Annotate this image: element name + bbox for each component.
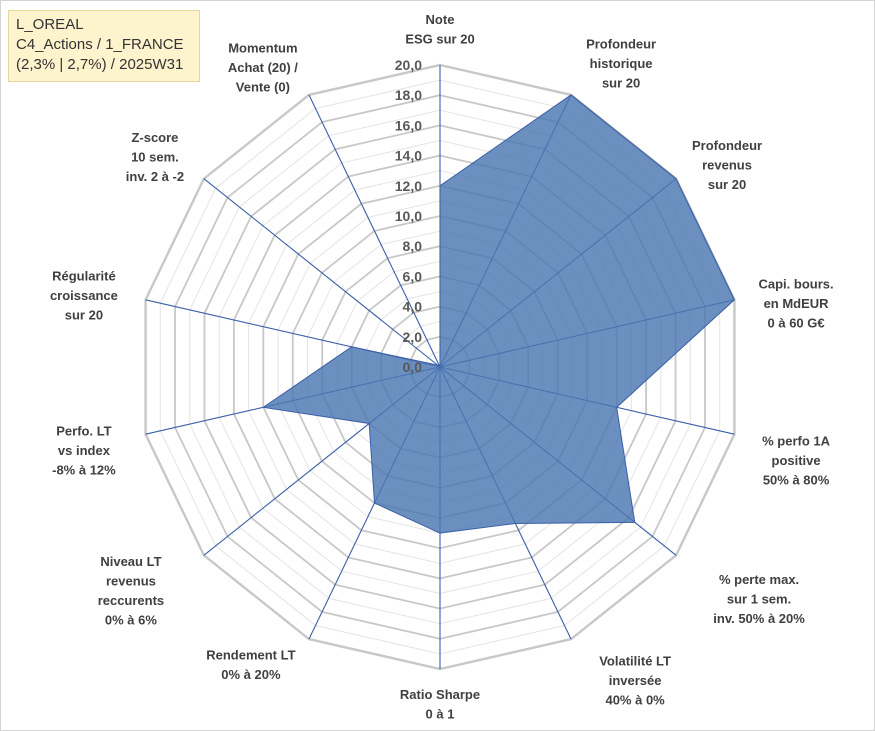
tick-label: 16,0 bbox=[395, 117, 422, 133]
axis-label-line: Capi. bours. bbox=[759, 277, 834, 292]
axis-label-line: Ratio Sharpe bbox=[400, 687, 480, 702]
tick-label: 14,0 bbox=[395, 148, 422, 164]
tick-label: 12,0 bbox=[395, 178, 422, 194]
axis-label-line: sur 1 sem. bbox=[727, 592, 791, 607]
axis-label-line: Profondeur bbox=[586, 36, 656, 51]
axis-label-line: croissance bbox=[50, 288, 118, 303]
axis-label-line: en MdEUR bbox=[764, 296, 830, 311]
axis-label: Note ESG sur 20 bbox=[405, 12, 474, 47]
axis-label-line: ESG sur 20 bbox=[405, 32, 474, 47]
spoke bbox=[203, 178, 441, 368]
axis-label: % perte max. sur 1 sem. inv. 50% à 20% bbox=[713, 572, 805, 626]
axis-label-line: vs index bbox=[58, 443, 111, 458]
axis-label: Régularité croissance sur 20 bbox=[50, 269, 118, 323]
tick-label: 0,0 bbox=[403, 359, 423, 375]
tick-label: 18,0 bbox=[395, 87, 422, 103]
spoke bbox=[308, 94, 441, 368]
axis-label-line: sur 20 bbox=[708, 177, 746, 192]
radar-axis-labels: Note ESG sur 20 Profondeur historique sur 20… bbox=[50, 12, 834, 722]
info-line-2: C4_Actions / 1_FRANCE bbox=[16, 36, 184, 53]
axis-label-line: Vente (0) bbox=[236, 79, 290, 94]
axis-label-line: revenus bbox=[106, 574, 156, 589]
axis-label: Ratio Sharpe 0 à 1 bbox=[400, 687, 480, 722]
axis-label-line: revenus bbox=[702, 157, 752, 172]
axis-label-line: sur 20 bbox=[65, 308, 103, 323]
axis-label-line: 50% à 80% bbox=[763, 472, 830, 487]
axis-label-line: Perfo. LT bbox=[56, 423, 111, 438]
radar-tick-labels: 0,0 2,0 4,0 6,0 8,0 10,0 12,0 14,0 16,0 18,0 20,0 bbox=[395, 57, 422, 375]
axis-label: Capi. bours. en MdEUR 0 à 60 G€ bbox=[759, 277, 834, 331]
axis-label: Z-score 10 sem. inv. 2 à -2 bbox=[126, 130, 184, 184]
axis-label: Profondeur historique sur 20 bbox=[586, 36, 656, 90]
axis-label-line: inv. 2 à -2 bbox=[126, 169, 184, 184]
axis-label-line: positive bbox=[772, 453, 821, 468]
axis-label-line: reccurents bbox=[98, 593, 164, 608]
info-box: L_OREAL C4_Actions / 1_FRANCE (2,3% | 2,… bbox=[8, 10, 200, 82]
axis-label-line: Volatilité LT bbox=[599, 654, 671, 669]
axis-label-line: Niveau LT bbox=[100, 554, 161, 569]
axis-label-line: Note bbox=[426, 12, 455, 27]
axis-label: Profondeur revenus sur 20 bbox=[692, 138, 762, 192]
info-line-1: L_OREAL bbox=[16, 16, 84, 33]
axis-label-line: 0 à 60 G€ bbox=[768, 316, 825, 331]
axis-label-line: Achat (20) / bbox=[228, 60, 298, 75]
axis-label-line: 10 sem. bbox=[131, 149, 179, 164]
tick-label: 8,0 bbox=[403, 238, 423, 254]
axis-label-line: inv. 50% à 20% bbox=[713, 611, 805, 626]
tick-label: 2,0 bbox=[403, 329, 423, 345]
axis-label-line: % perfo 1A bbox=[762, 433, 831, 448]
axis-label-line: Z-score bbox=[131, 130, 178, 145]
axis-label: Momentum Achat (20) / Vente (0) bbox=[228, 40, 298, 94]
axis-label: Perfo. LT vs index -8% à 12% bbox=[52, 423, 116, 477]
info-line-3: (2,3% | 2,7%) / 2025W31 bbox=[16, 56, 184, 73]
axis-label-line: 0% à 20% bbox=[221, 667, 281, 682]
radar-series bbox=[262, 94, 736, 534]
tick-label: 10,0 bbox=[395, 208, 422, 224]
axis-label-line: 0% à 6% bbox=[105, 613, 157, 628]
tick-label: 20,0 bbox=[395, 57, 422, 73]
axis-label-line: -8% à 12% bbox=[52, 462, 116, 477]
axis-label-line: inversée bbox=[609, 673, 662, 688]
series-area bbox=[262, 94, 736, 534]
axis-label: Niveau LT revenus reccurents 0% à 6% bbox=[98, 554, 164, 628]
axis-label-line: 0 à 1 bbox=[426, 707, 455, 722]
tick-label: 6,0 bbox=[403, 268, 423, 284]
axis-label-line: 40% à 0% bbox=[605, 693, 665, 708]
axis-label-line: % perte max. bbox=[719, 572, 799, 587]
tick-label: 4,0 bbox=[403, 299, 423, 315]
axis-label-line: Profondeur bbox=[692, 138, 762, 153]
axis-label-line: Régularité bbox=[52, 269, 116, 284]
axis-label: Rendement LT 0% à 20% bbox=[206, 648, 295, 683]
axis-label: Volatilité LT inversée 40% à 0% bbox=[599, 654, 671, 708]
axis-label-line: sur 20 bbox=[602, 75, 640, 90]
axis-label-line: Rendement LT bbox=[206, 648, 295, 663]
axis-label: % perfo 1A positive 50% à 80% bbox=[762, 433, 831, 487]
axis-label-line: Momentum bbox=[228, 40, 297, 55]
axis-label-line: historique bbox=[590, 56, 653, 71]
